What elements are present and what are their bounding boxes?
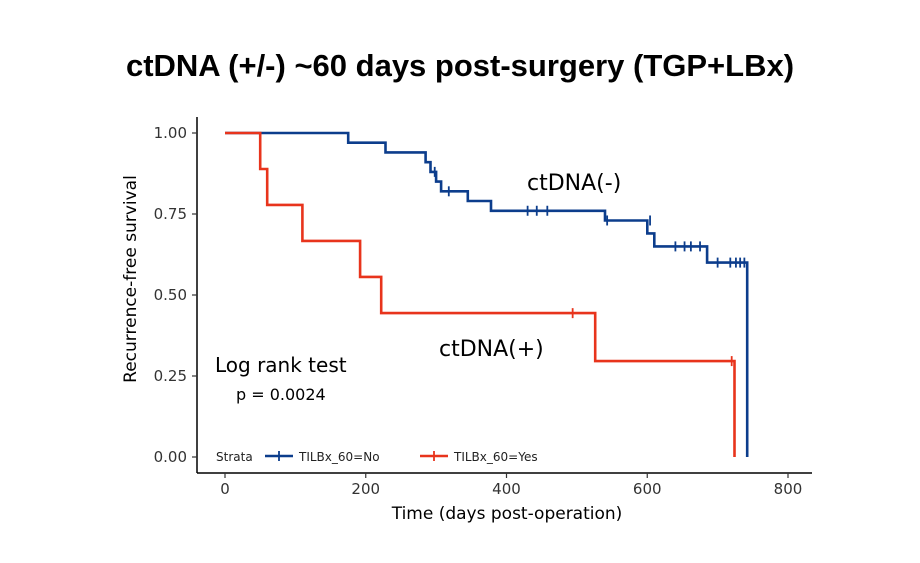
legend-item: TILBx_60=Yes — [420, 450, 538, 464]
axes — [196, 117, 812, 474]
annotation-test-name: Log rank test — [215, 353, 347, 377]
x-tick-label: 400 — [492, 480, 521, 498]
series-ctdna-negative — [225, 131, 749, 457]
chart-title: ctDNA (+/-) ~60 days post-surgery (TGP+L… — [126, 48, 794, 83]
annotation-p-value: p = 0.0024 — [236, 385, 326, 404]
legend: Strata TILBx_60=No TILBx_60=Yes — [216, 450, 538, 464]
x-tick-label: 800 — [774, 480, 803, 498]
legend-items: TILBx_60=No TILBx_60=Yes — [265, 450, 538, 464]
x-tick-label: 0 — [220, 480, 230, 498]
survival-curve — [225, 131, 749, 457]
y-tick-label: 0.50 — [154, 286, 187, 304]
annotation-ctdna-positive: ctDNA(+) — [439, 337, 544, 362]
y-tick-label: 0.00 — [154, 448, 187, 466]
x-tick-label: 200 — [351, 480, 380, 498]
tick-labels: 0.00 0.25 0.50 0.75 1.00 0 200 400 600 800 — [154, 124, 803, 498]
x-tick-label: 600 — [633, 480, 662, 498]
survival-curve — [225, 131, 736, 457]
y-tick-label: 1.00 — [154, 124, 187, 142]
y-axis-label: Recurrence-free survival — [121, 175, 141, 383]
y-tick-label: 0.25 — [154, 367, 187, 385]
legend-label: TILBx_60=No — [298, 450, 380, 464]
series-ctdna-positive — [225, 131, 736, 457]
legend-item: TILBx_60=No — [265, 450, 380, 464]
series-layer — [225, 131, 749, 457]
legend-label: TILBx_60=Yes — [453, 450, 538, 464]
y-tick-label: 0.75 — [154, 205, 187, 223]
annotation-ctdna-negative: ctDNA(-) — [527, 171, 621, 196]
legend-title: Strata — [216, 450, 253, 464]
x-axis-label: Time (days post-operation) — [391, 504, 623, 524]
